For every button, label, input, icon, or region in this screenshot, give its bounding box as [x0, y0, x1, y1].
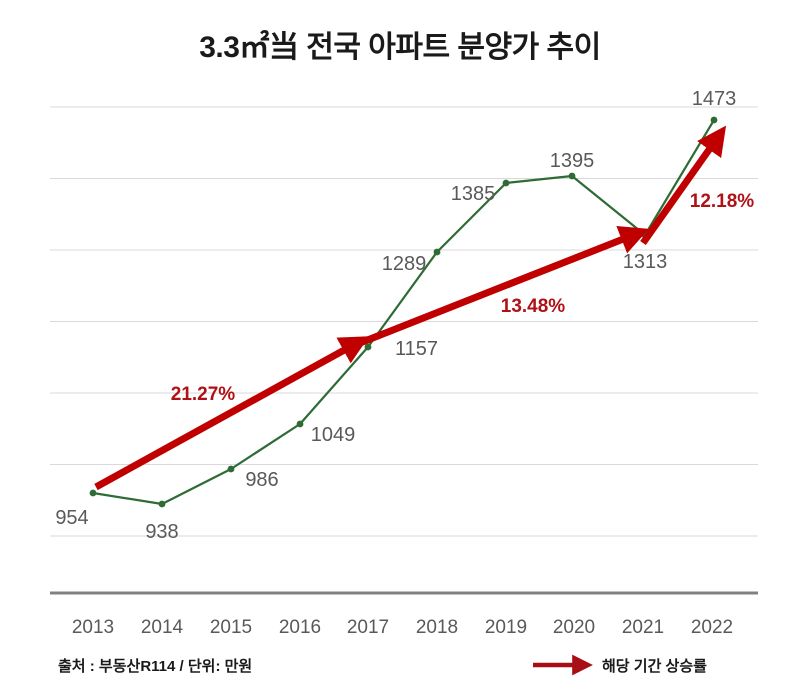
growth-arrow-2013-2017 — [94, 336, 370, 491]
x-axis-labels: 2013 2014 2015 2016 2017 2018 2019 2020 … — [72, 617, 733, 638]
x-label-2021: 2021 — [622, 617, 664, 638]
data-value-labels: 954 938 986 1049 1157 1289 1385 1395 131… — [55, 88, 736, 543]
x-label-2016: 2016 — [279, 617, 321, 638]
value-label-2022: 1473 — [692, 88, 737, 110]
growth-arrow-2021-2022 — [640, 125, 727, 246]
legend-label: 해당 기간 상승률 — [602, 658, 707, 675]
value-label-2016: 1049 — [311, 424, 356, 446]
value-label-2018: 1289 — [382, 253, 427, 275]
gridlines — [50, 106, 758, 537]
growth-label-21: 21.27% — [171, 384, 236, 405]
x-label-2018: 2018 — [416, 617, 458, 638]
growth-annotations: 21.27% 13.48% 12.18% — [171, 191, 755, 405]
data-line-series — [91, 118, 716, 506]
value-label-2014: 938 — [145, 521, 178, 543]
x-label-2019: 2019 — [485, 617, 527, 638]
value-label-2021: 1313 — [623, 251, 668, 273]
legend: 해당 기간 상승률 — [530, 652, 780, 682]
arrow-right-icon — [533, 654, 593, 676]
chart-title: 3.3㎡当 전국 아파트 분양가 추이 — [199, 31, 601, 64]
x-label-2020: 2020 — [553, 617, 595, 638]
x-label-2014: 2014 — [141, 617, 184, 638]
data-point-markers — [89, 116, 718, 508]
growth-arrows — [94, 125, 727, 491]
growth-arrow-2017-2021 — [358, 225, 650, 347]
x-label-2022: 2022 — [691, 617, 733, 638]
x-label-2015: 2015 — [210, 617, 252, 638]
value-label-2020: 1395 — [550, 150, 595, 172]
growth-label-12: 12.18% — [690, 191, 755, 212]
value-label-2015: 986 — [245, 469, 278, 491]
x-label-2017: 2017 — [347, 617, 389, 638]
value-label-2017: 1157 — [395, 338, 438, 360]
value-label-2013: 954 — [55, 507, 88, 529]
growth-label-13: 13.48% — [501, 296, 566, 317]
x-label-2013: 2013 — [72, 617, 114, 638]
source-note: 출처 : 부동산R114 / 단위: 만원 — [58, 658, 253, 675]
value-label-2019: 1385 — [451, 183, 496, 205]
